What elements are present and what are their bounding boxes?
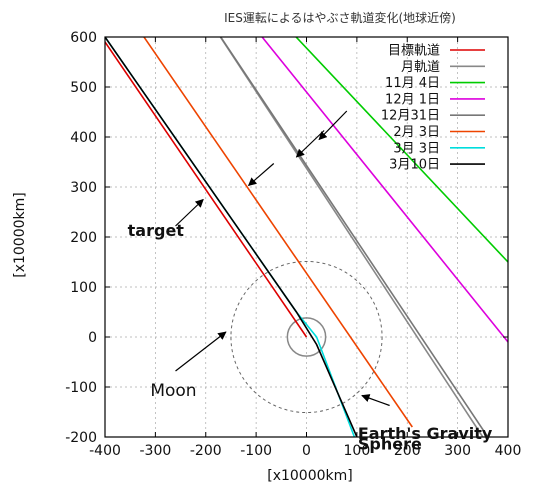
annotation-arrow <box>175 331 227 372</box>
y-tick-label: -200 <box>65 430 97 446</box>
series-line-7 <box>105 37 358 437</box>
annotation-arrow <box>175 198 204 227</box>
direction-arrow <box>247 163 275 187</box>
annotation-text: Sphere <box>358 435 422 454</box>
legend-label: 3月 3日 <box>393 141 440 156</box>
legend-label: 月軌道 <box>401 59 440 75</box>
x-tick-label: 200 <box>394 443 421 459</box>
y-tick-label: 300 <box>70 180 97 196</box>
x-tick-label: -100 <box>240 443 272 459</box>
annotation-text: Moon <box>150 381 196 401</box>
y-tick-label: -100 <box>65 380 97 396</box>
series-line-3 <box>261 37 508 343</box>
y-tick-label: 100 <box>70 280 97 296</box>
x-tick-label: -200 <box>190 443 222 459</box>
annotation-arrow <box>361 394 390 407</box>
series-line-2 <box>295 37 508 263</box>
series-layer <box>105 37 508 437</box>
y-tick-label: 400 <box>70 130 97 146</box>
x-tick-label: 0 <box>302 443 311 459</box>
series-line-0 <box>105 41 308 338</box>
circles-layer <box>230 260 383 414</box>
y-axis-label: [x10000km] <box>12 192 28 278</box>
y-tick-label: 500 <box>70 80 97 96</box>
y-tick-label: 0 <box>88 330 97 346</box>
legend-label: 3月10日 <box>389 158 440 173</box>
tick-labels: -400 -300 -200 -100 0 100 200 300 400 -200 -100 0 10… <box>65 30 521 459</box>
x-tick-label: -400 <box>89 443 121 459</box>
direction-arrow <box>295 130 325 158</box>
series-line-5 <box>142 37 413 428</box>
x-tick-label: 300 <box>444 443 471 459</box>
x-tick-label: -300 <box>139 443 171 459</box>
y-tick-label: 200 <box>70 230 97 246</box>
direction-arrow <box>318 110 348 141</box>
moon-circle <box>286 317 327 357</box>
legend-label: 2月 3日 <box>393 125 440 140</box>
series-line-4 <box>219 37 489 437</box>
chart-title: IES運転によるはやぶさ軌道変化(地球近傍) <box>224 10 456 25</box>
y-tick-label: 600 <box>70 30 97 46</box>
annotation-text: Earth's Gravity <box>358 424 493 443</box>
x-tick-label: 100 <box>344 443 371 459</box>
x-axis-label: [x10000km] <box>267 468 353 484</box>
legend-label: 12月31日 <box>381 109 440 124</box>
legend-label: 12月 1日 <box>385 92 440 107</box>
gravity-sphere-circle <box>230 260 383 414</box>
legend-label: 目標軌道 <box>388 43 440 59</box>
annotation-text: target <box>128 221 185 240</box>
legend-label: 11月 4日 <box>385 76 440 91</box>
x-tick-label: 400 <box>495 443 522 459</box>
